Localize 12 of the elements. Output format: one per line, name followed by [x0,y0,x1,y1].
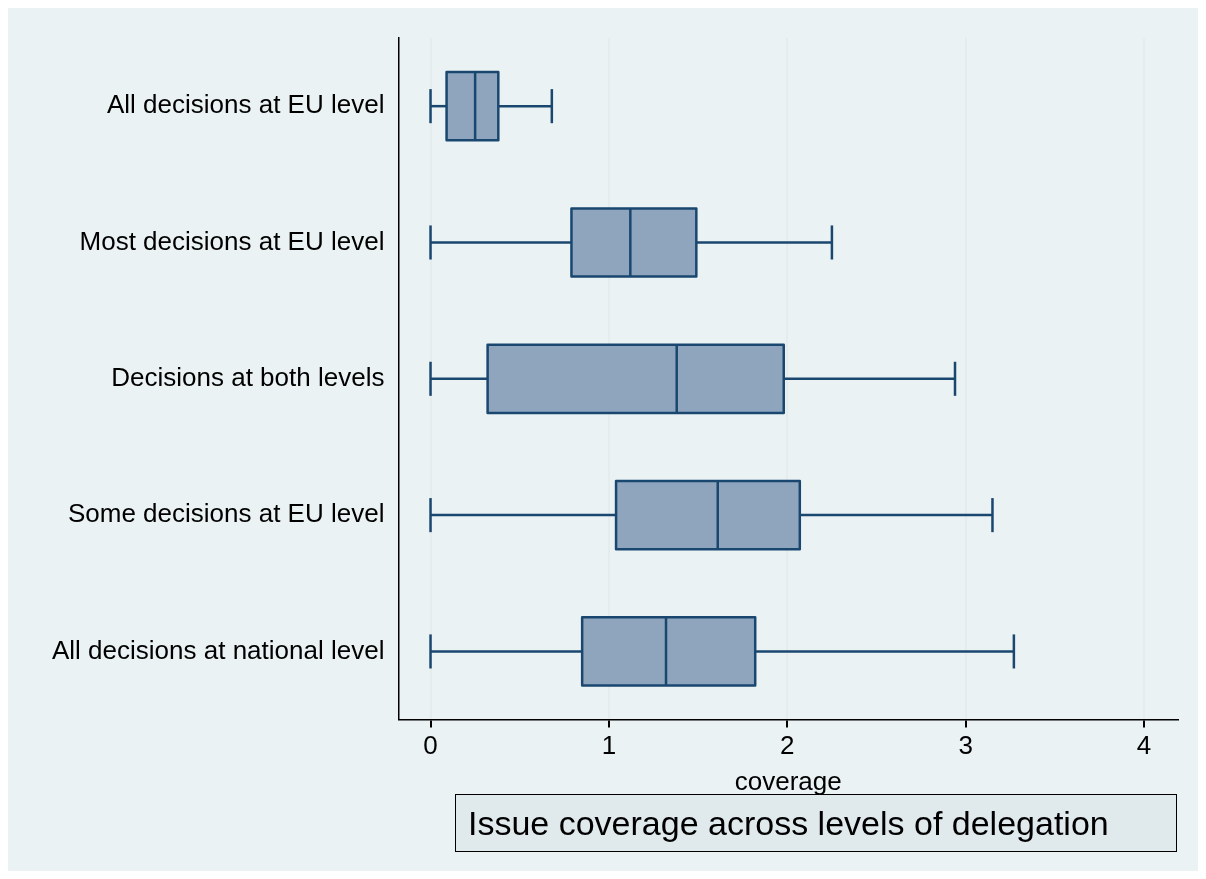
x-axis-title: coverage [734,765,842,796]
y-tick-label: All decisions at national level [51,634,385,665]
y-tick-label: Most decisions at EU level [79,225,385,256]
x-tick-label: 2 [780,730,795,761]
y-tick-label: Decisions at both levels [111,361,385,392]
y-tick-label: All decisions at EU level [106,89,385,120]
x-tick-label: 4 [1136,730,1152,761]
y-tick-label: Some decisions at EU level [67,498,385,529]
x-tick-label: 0 [423,730,438,761]
text: Issue coverage across levels of delegation [455,794,1177,852]
x-tick-label: 3 [958,730,973,761]
x-tick-label: 1 [601,730,617,761]
